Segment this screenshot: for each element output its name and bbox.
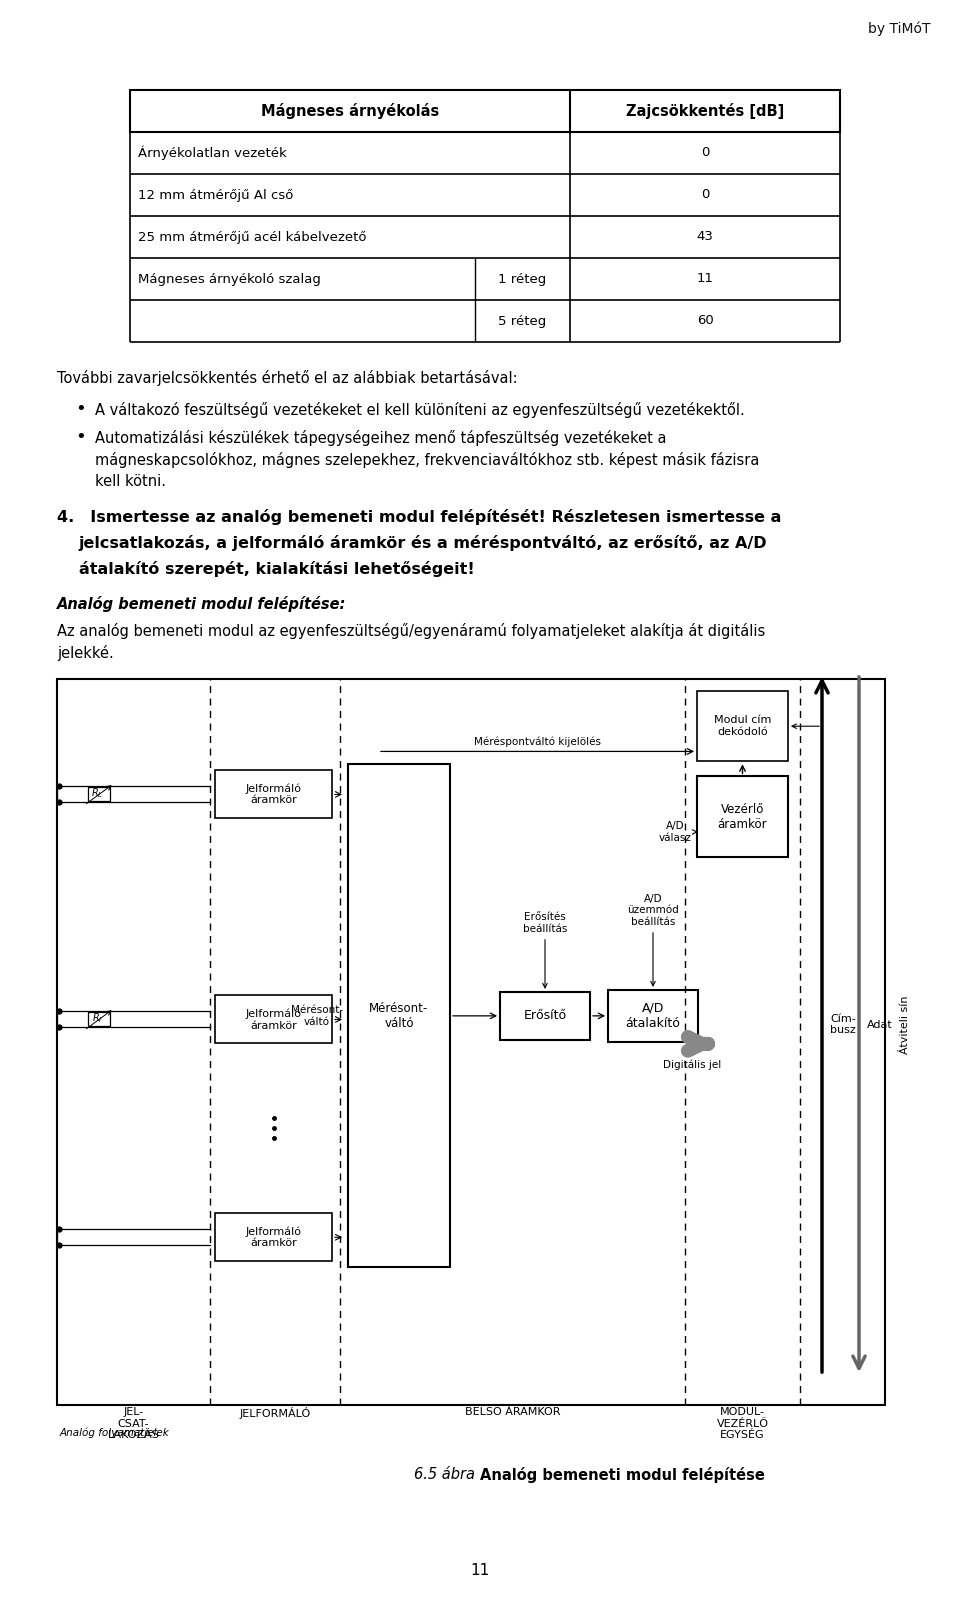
Text: Méréspontváltó kijelölés: Méréspontváltó kijelölés: [474, 738, 601, 747]
Text: Cím-
busz: Cím- busz: [830, 1014, 855, 1035]
Text: kell kötni.: kell kötni.: [95, 474, 166, 490]
Text: 1 réteg: 1 réteg: [498, 272, 546, 285]
Polygon shape: [215, 771, 332, 819]
Text: 11: 11: [470, 1563, 490, 1578]
Text: 0: 0: [701, 147, 709, 160]
Text: BELSŐ ÁRAMKÖR: BELSŐ ÁRAMKÖR: [465, 1406, 561, 1418]
Text: Mérésont-
váltó: Mérésont- váltó: [370, 1002, 428, 1030]
Text: 11: 11: [697, 272, 713, 285]
Polygon shape: [88, 787, 110, 802]
Text: Erősítő: Erősítő: [523, 1010, 566, 1022]
Text: Zajcsökkentés [dB]: Zajcsökkentés [dB]: [626, 102, 784, 118]
Polygon shape: [608, 990, 698, 1042]
Text: 4. Ismertesse az analóg bemeneti modul felépítését! Részletesen ismertesse a: 4. Ismertesse az analóg bemeneti modul f…: [57, 509, 781, 525]
Text: átalakító szerepét, kialakítási lehetőségeit!: átalakító szerepét, kialakítási lehetősé…: [79, 562, 475, 578]
Text: JEL-
CSAT-
LAKOZÁS: JEL- CSAT- LAKOZÁS: [108, 1406, 159, 1440]
Text: JELFORMÁLÓ: JELFORMÁLÓ: [239, 1406, 311, 1419]
Polygon shape: [697, 691, 788, 762]
Text: A/D
üzemmód
beállítás: A/D üzemmód beállítás: [627, 894, 679, 926]
Text: 60: 60: [697, 315, 713, 328]
Polygon shape: [130, 90, 840, 133]
Text: A váltakozó feszültségű vezetékeket el kell különíteni az egyenfeszültségű vezet: A váltakozó feszültségű vezetékeket el k…: [95, 402, 745, 418]
Text: mágneskapcsolókhoz, mágnes szelepekhez, frekvenciaváltókhoz stb. képest másik fá: mágneskapcsolókhoz, mágnes szelepekhez, …: [95, 451, 759, 467]
Text: 12 mm átmérőjű Al cső: 12 mm átmérőjű Al cső: [138, 189, 294, 202]
Text: Mágneses árnyékolás: Mágneses árnyékolás: [261, 102, 439, 118]
Text: •: •: [75, 427, 85, 446]
Text: Vezérlő
áramkör: Vezérlő áramkör: [718, 803, 767, 830]
Text: Mérésont-
váltó: Mérésont- váltó: [291, 1005, 343, 1027]
Text: 0: 0: [701, 189, 709, 202]
Polygon shape: [697, 776, 788, 858]
Text: Modul cím
dekódoló: Modul cím dekódoló: [714, 715, 771, 738]
Text: Mágneses árnyékoló szalag: Mágneses árnyékoló szalag: [138, 272, 321, 285]
Polygon shape: [88, 1013, 110, 1027]
Polygon shape: [215, 995, 332, 1043]
Text: Átviteli sín: Átviteli sín: [900, 995, 910, 1054]
Text: Analóg folyamatjelek: Analóg folyamatjelek: [60, 1427, 170, 1437]
Text: 5 réteg: 5 réteg: [498, 315, 546, 328]
Text: Erősítés
beállítás: Erősítés beállítás: [523, 912, 567, 934]
Text: •: •: [75, 400, 85, 418]
Text: MODUL-
VEZÉRLŐ
EGYSÉG: MODUL- VEZÉRLŐ EGYSÉG: [716, 1406, 769, 1440]
Text: Digitális jel: Digitális jel: [663, 1059, 721, 1070]
Polygon shape: [348, 765, 450, 1267]
Text: Analóg bemeneti modul felépítése: Analóg bemeneti modul felépítése: [480, 1467, 765, 1483]
Text: A/D
válasz: A/D válasz: [660, 821, 692, 843]
Text: Automatizálási készülékek tápegységeihez menő tápfeszültség vezetékeket a: Automatizálási készülékek tápegységeihez…: [95, 430, 666, 446]
Text: $R_L$: $R_L$: [91, 787, 103, 800]
Text: by TiMóT: by TiMóT: [868, 22, 930, 37]
Polygon shape: [215, 1213, 332, 1261]
Text: Jelformáló
áramkör: Jelformáló áramkör: [246, 1226, 301, 1248]
Text: A/D
átalakító: A/D átalakító: [626, 1002, 681, 1030]
Polygon shape: [500, 992, 590, 1040]
Text: Az analóg bemeneti modul az egyenfeszültségű/egyenáramú folyamatjeleket alakítja: Az analóg bemeneti modul az egyenfeszült…: [57, 622, 765, 638]
Text: Árnyékolatlan vezeték: Árnyékolatlan vezeték: [138, 146, 287, 160]
Text: Jelformáló
áramkör: Jelformáló áramkör: [246, 784, 301, 805]
Text: További zavarjelcsökkentés érhető el az alábbiak betartásával:: További zavarjelcsökkentés érhető el az …: [57, 370, 517, 386]
Polygon shape: [57, 678, 885, 1405]
Text: $R_I$: $R_I$: [92, 1011, 103, 1026]
Text: Analóg bemeneti modul felépítése:: Analóg bemeneti modul felépítése:: [57, 595, 347, 611]
Text: 6.5 ábra: 6.5 ábra: [415, 1467, 480, 1482]
Text: Jelformáló
áramkör: Jelformáló áramkör: [246, 1008, 301, 1030]
Text: jelekké.: jelekké.: [57, 645, 113, 661]
Text: 43: 43: [697, 230, 713, 243]
Text: 25 mm átmérőjű acél kábelvezető: 25 mm átmérőjű acél kábelvezető: [138, 230, 367, 243]
Text: jelcsatlakozás, a jelformáló áramkör és a méréspontváltó, az erősítő, az A/D: jelcsatlakozás, a jelformáló áramkör és …: [79, 534, 768, 550]
Text: Adat: Adat: [867, 1019, 893, 1029]
